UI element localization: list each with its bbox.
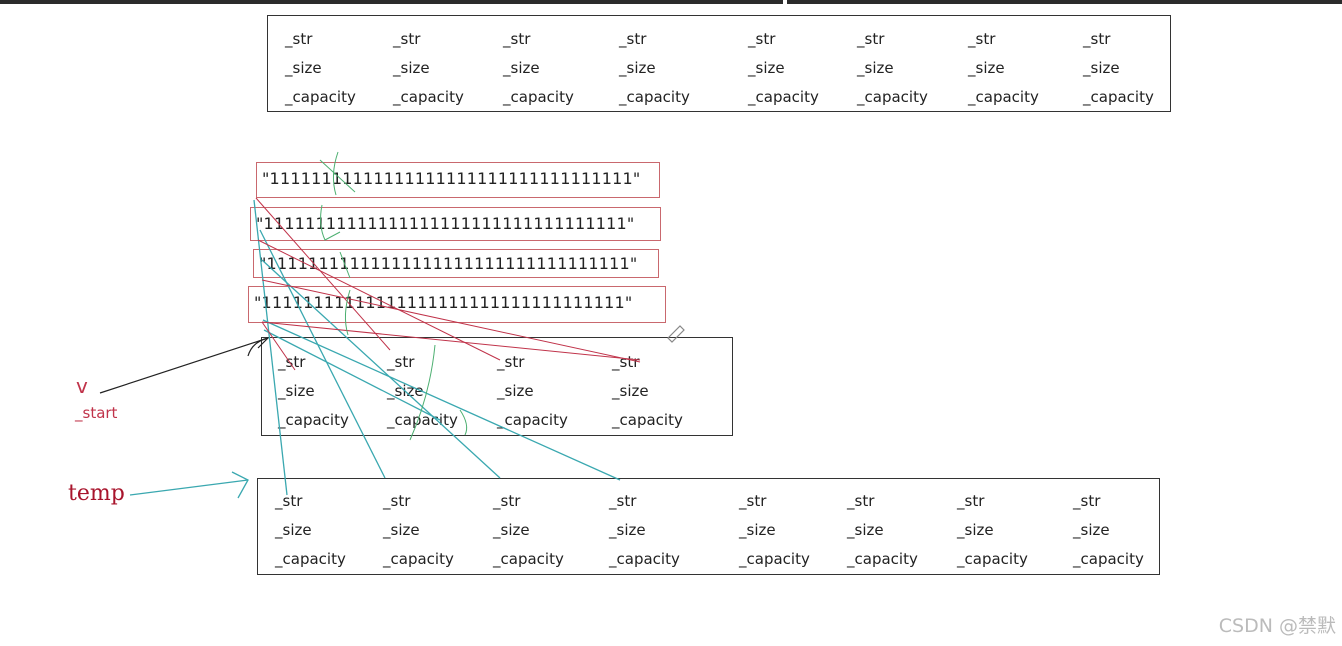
temp-vector-cell-capacity: _capacity <box>493 550 564 568</box>
temp-vector-cell-capacity: _capacity <box>957 550 1028 568</box>
temp-vector-cell-capacity: _capacity <box>275 550 346 568</box>
temp-vector-cell-str: _str <box>493 492 521 510</box>
top-vector-cell-size: _size <box>748 59 785 77</box>
top-vector-cell-str: _str <box>503 30 531 48</box>
pencil-icon <box>667 325 685 343</box>
temp-vector-box <box>257 478 1160 575</box>
green-marks <box>319 151 468 441</box>
teal-arrows <box>129 199 621 499</box>
temp-vector-cell-capacity: _capacity <box>1073 550 1144 568</box>
temp-vector-cell-str: _str <box>609 492 637 510</box>
top-vector-cell-str: _str <box>748 30 776 48</box>
temp-vector-cell-size: _size <box>609 521 646 539</box>
v-vector-cell-capacity: _capacity <box>497 411 568 429</box>
temp-vector-cell-size: _size <box>739 521 776 539</box>
temp-vector-cell-size: _size <box>847 521 884 539</box>
temp-vector-cell-str: _str <box>739 492 767 510</box>
top-vector-cell-capacity: _capacity <box>1083 88 1154 106</box>
top-vector-cell-capacity: _capacity <box>393 88 464 106</box>
string-box: "11111111111111111111111111111111111" <box>256 162 660 198</box>
v-vector-cell-capacity: _capacity <box>387 411 458 429</box>
top-vector-cell-capacity: _capacity <box>857 88 928 106</box>
arrow-head-icon <box>231 471 249 499</box>
temp-vector-cell-size: _size <box>383 521 420 539</box>
cursor-marker <box>783 0 787 4</box>
temp-vector-cell-capacity: _capacity <box>609 550 680 568</box>
top-vector-cell-capacity: _capacity <box>748 88 819 106</box>
watermark: CSDN @禁默 <box>1218 615 1336 637</box>
string-box: "11111111111111111111111111111111111" <box>250 207 661 241</box>
red-arrows <box>255 197 641 371</box>
top-vector-cell-size: _size <box>968 59 1005 77</box>
top-vector-cell-str: _str <box>619 30 647 48</box>
temp-vector-cell-str: _str <box>275 492 303 510</box>
v-vector-cell-capacity: _capacity <box>278 411 349 429</box>
temp-vector-cell-str: _str <box>1073 492 1101 510</box>
top-vector-box <box>267 15 1171 112</box>
v-vector-cell-str: _str <box>497 353 525 371</box>
top-vector-cell-capacity: _capacity <box>968 88 1039 106</box>
top-bar <box>0 0 1342 4</box>
temp-vector-cell-str: _str <box>957 492 985 510</box>
v-vector-box <box>261 337 733 436</box>
label-v: v <box>76 374 88 398</box>
temp-vector-cell-size: _size <box>957 521 994 539</box>
top-vector-cell-str: _str <box>285 30 313 48</box>
temp-vector-cell-size: _size <box>493 521 530 539</box>
v-vector-cell-str: _str <box>278 353 306 371</box>
top-vector-cell-capacity: _capacity <box>503 88 574 106</box>
top-vector-cell-str: _str <box>1083 30 1111 48</box>
v-arrow <box>99 336 270 394</box>
top-vector-cell-capacity: _capacity <box>619 88 690 106</box>
temp-pointer-line <box>129 479 249 496</box>
string-box: "11111111111111111111111111111111111" <box>253 249 659 278</box>
temp-vector-cell-capacity: _capacity <box>847 550 918 568</box>
top-vector-cell-size: _size <box>393 59 430 77</box>
top-vector-cell-str: _str <box>393 30 421 48</box>
temp-vector-cell-capacity: _capacity <box>739 550 810 568</box>
arrow-head-icon <box>247 336 270 357</box>
top-vector-cell-size: _size <box>285 59 322 77</box>
temp-vector-cell-size: _size <box>1073 521 1110 539</box>
v-vector-cell-size: _size <box>497 382 534 400</box>
label-temp: temp <box>68 481 125 506</box>
top-vector-cell-str: _str <box>968 30 996 48</box>
top-vector-cell-str: _str <box>857 30 885 48</box>
v-vector-cell-capacity: _capacity <box>612 411 683 429</box>
v-vector-cell-size: _size <box>278 382 315 400</box>
v-vector-cell-str: _str <box>387 353 415 371</box>
top-vector-cell-size: _size <box>1083 59 1120 77</box>
temp-vector-cell-str: _str <box>383 492 411 510</box>
top-vector-cell-size: _size <box>619 59 656 77</box>
label-v-start: _start <box>75 404 118 422</box>
temp-vector-cell-capacity: _capacity <box>383 550 454 568</box>
temp-vector-cell-size: _size <box>275 521 312 539</box>
temp-vector-cell-str: _str <box>847 492 875 510</box>
top-vector-cell-size: _size <box>857 59 894 77</box>
v-pointer-line <box>99 337 269 394</box>
v-vector-cell-size: _size <box>612 382 649 400</box>
top-vector-cell-capacity: _capacity <box>285 88 356 106</box>
top-vector-cell-size: _size <box>503 59 540 77</box>
